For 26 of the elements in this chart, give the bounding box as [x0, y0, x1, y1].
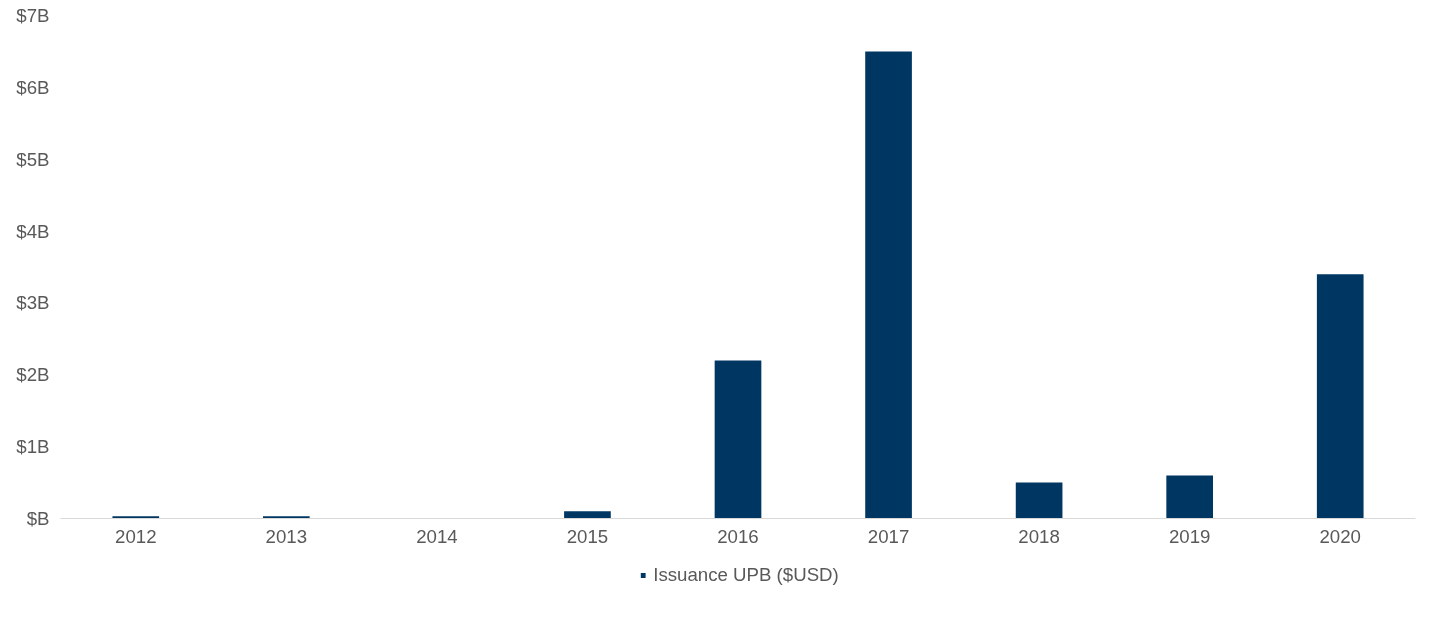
x-tick-label: 2020 [1319, 525, 1361, 547]
bar [865, 51, 912, 519]
bar [263, 516, 310, 519]
y-tick-label: $7B [16, 5, 50, 26]
y-tick-label: $3B [16, 292, 50, 314]
x-tick-label: 2015 [566, 525, 609, 547]
y-tick-label: $6B [16, 76, 50, 98]
x-tick-label: 2012 [115, 525, 157, 547]
x-tick-label: 2018 [1018, 525, 1060, 547]
y-tick-label: $2B [16, 364, 50, 386]
bar [1316, 274, 1364, 519]
x-tick-label: 2016 [717, 525, 759, 547]
x-tick-label: 2019 [1168, 525, 1211, 547]
x-tick-label: 2017 [867, 525, 910, 547]
bar [112, 516, 160, 519]
bar [1166, 475, 1213, 519]
bar [714, 360, 762, 519]
bar [564, 511, 611, 519]
y-tick-label: $1B [16, 436, 50, 458]
bar [1015, 482, 1063, 519]
y-tick-label: $5B [16, 148, 50, 170]
x-tick-label: 2014 [416, 525, 458, 547]
y-tick-label: $B [26, 508, 50, 529]
legend-label: Issuance UPB ($USD) [653, 564, 839, 586]
x-tick-label: 2013 [265, 525, 308, 547]
y-tick-label: $4B [16, 220, 50, 242]
